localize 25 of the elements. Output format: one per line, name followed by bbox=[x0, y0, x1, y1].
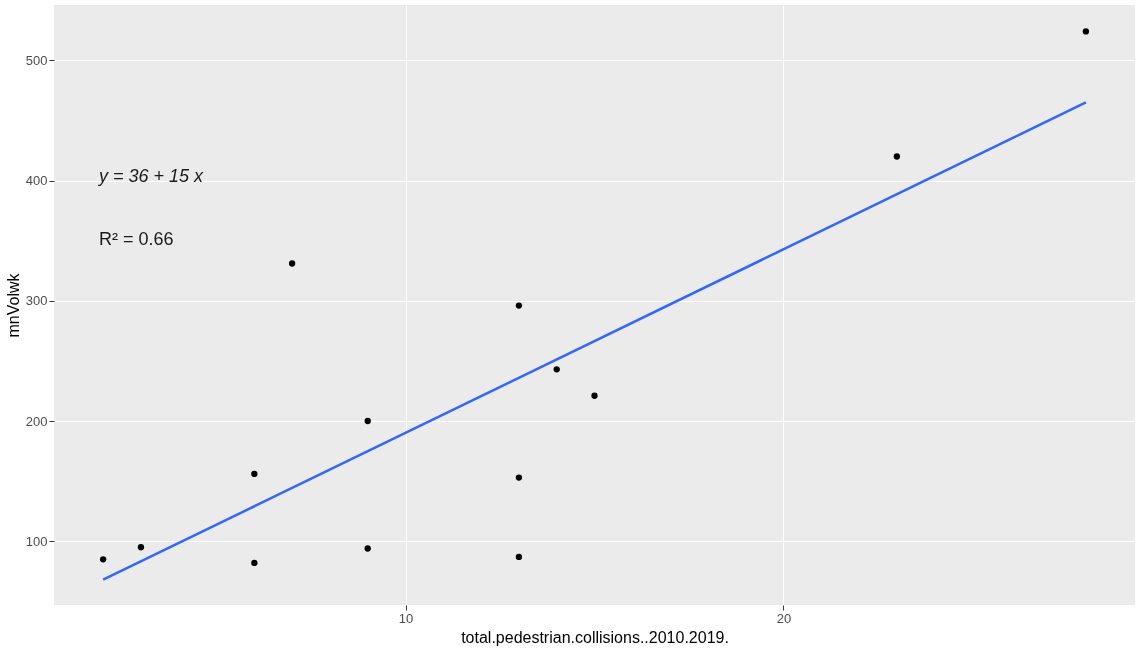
annotation: y = 36 + 15 x bbox=[97, 166, 205, 186]
point bbox=[515, 474, 523, 481]
point bbox=[251, 470, 258, 478]
point bbox=[99, 556, 107, 563]
point bbox=[364, 545, 371, 552]
point bbox=[515, 553, 523, 561]
annotation: R² = 0.66 bbox=[99, 229, 174, 249]
x-tick-label: 10 bbox=[398, 610, 414, 626]
x-tick-label: 20 bbox=[776, 610, 792, 626]
point bbox=[1082, 28, 1090, 35]
point bbox=[137, 544, 145, 551]
y-axis-title: mnVolwk bbox=[4, 272, 22, 338]
y-tick-label: 100 bbox=[25, 533, 48, 549]
point bbox=[288, 260, 296, 267]
point bbox=[553, 366, 560, 373]
y-tick-label: 200 bbox=[25, 413, 48, 429]
x-axis-title: total.pedestrian.collisions..2010.2019. bbox=[461, 628, 729, 646]
point bbox=[364, 417, 371, 425]
point bbox=[251, 559, 258, 567]
point bbox=[591, 392, 598, 399]
y-tick-label: 300 bbox=[25, 293, 48, 309]
y-tick-label: 400 bbox=[25, 173, 48, 189]
point bbox=[515, 302, 523, 309]
point bbox=[893, 153, 901, 160]
y-tick-label: 500 bbox=[25, 52, 48, 68]
